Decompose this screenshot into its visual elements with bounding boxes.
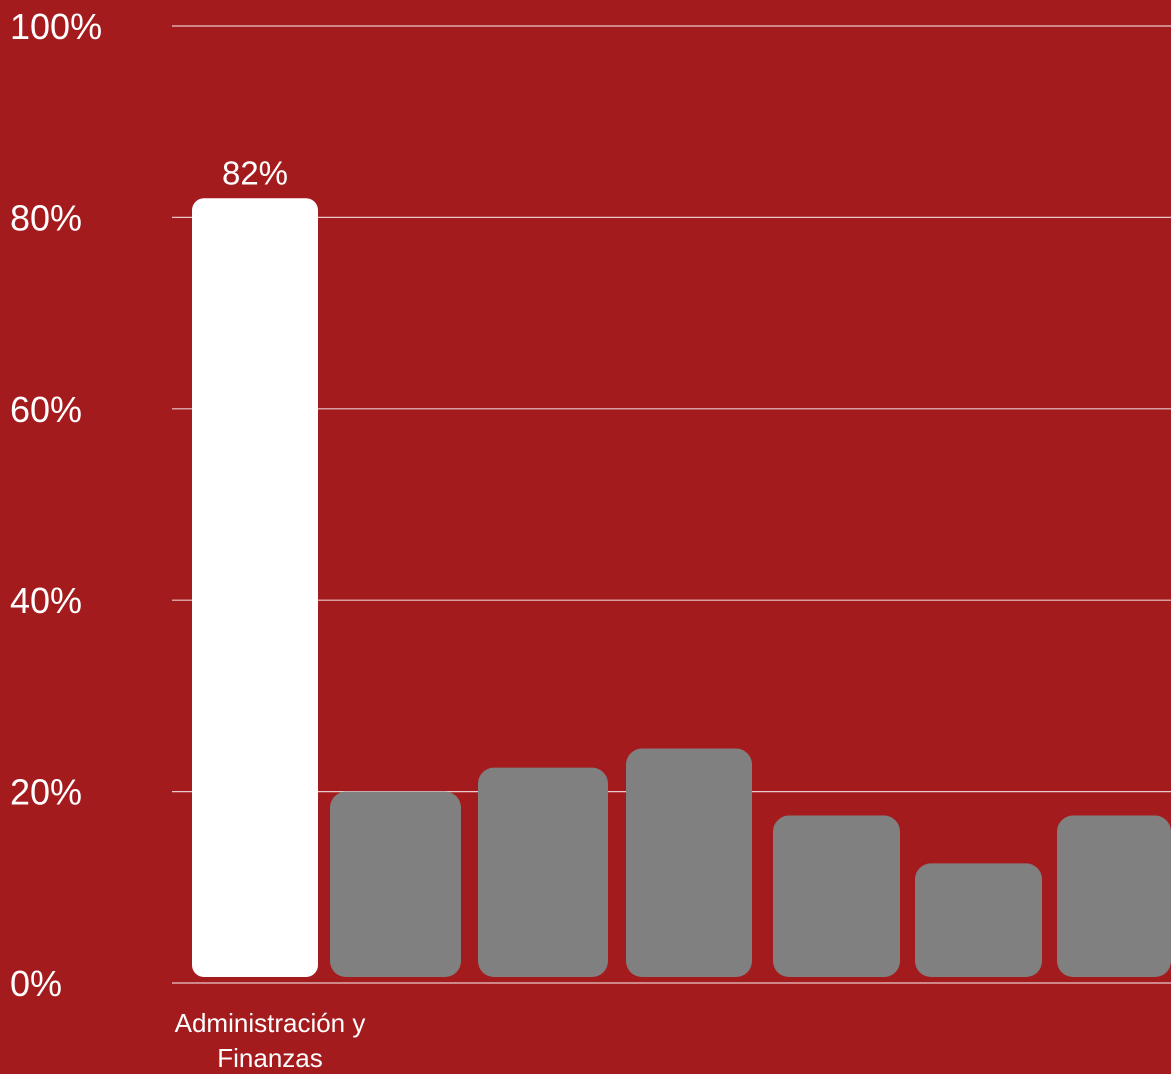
bar-3 — [626, 748, 752, 977]
y-axis-tick-labels: 0% 20% 40% 60% 80% 100% — [10, 6, 102, 1004]
bars — [192, 198, 1171, 977]
bar-1 — [330, 791, 461, 977]
bar-6 — [1057, 815, 1171, 977]
y-tick-label-3: 60% — [10, 389, 82, 430]
y-tick-label-0: 0% — [10, 963, 62, 1004]
y-tick-label-4: 80% — [10, 197, 82, 238]
data-label-0: 82% — [222, 154, 288, 191]
bar-4 — [773, 815, 900, 977]
data-labels: 82% — [222, 154, 288, 191]
y-tick-label-1: 20% — [10, 772, 82, 813]
x-axis-category-labels: Administración y Finanzas — [175, 1008, 366, 1073]
y-tick-label-2: 40% — [10, 580, 82, 621]
gridlines — [172, 25, 1171, 984]
bar-0 — [192, 198, 318, 977]
y-tick-label-5: 100% — [10, 6, 102, 47]
bar-5 — [915, 863, 1042, 977]
bar-2 — [478, 767, 608, 977]
category-label-0: Administración y Finanzas — [175, 1008, 366, 1073]
